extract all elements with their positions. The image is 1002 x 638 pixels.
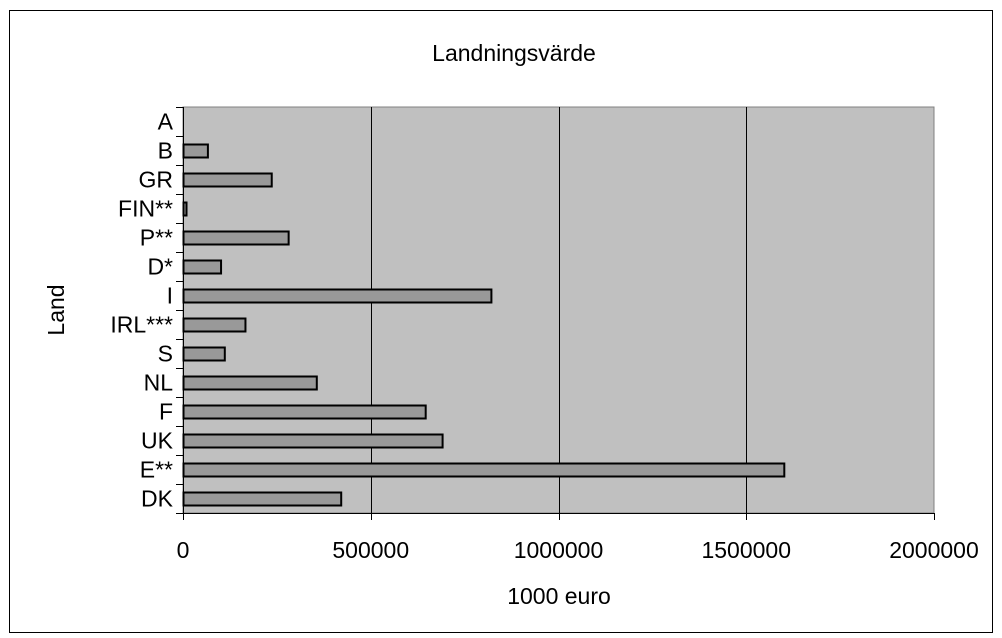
y-tick-label: F: [159, 399, 173, 425]
bars: [182, 143, 786, 507]
y-tick-label: UK: [141, 428, 174, 454]
bar: [182, 317, 247, 333]
y-tick-label: I: [167, 283, 173, 309]
x-tick-labels: 0 500000 1000000 1500000 2000000: [177, 537, 979, 563]
y-tick-label: GR: [139, 167, 174, 193]
y-tick-label: E**: [140, 457, 173, 483]
bar: [182, 346, 226, 362]
x-tick-label: 1500000: [701, 537, 791, 563]
bar: [182, 491, 343, 507]
y-tick-label: P**: [140, 225, 173, 251]
y-tick-label: IRL***: [110, 312, 173, 338]
bar: [182, 259, 223, 275]
y-tick-label: A: [158, 109, 174, 135]
y-tick-label: S: [158, 341, 173, 367]
x-tick-label: 0: [177, 537, 190, 563]
axes: [176, 107, 935, 520]
y-tick-label: B: [158, 138, 173, 164]
bar: [182, 143, 209, 159]
x-tick-label: 2000000: [889, 537, 979, 563]
y-tick-label: DK: [141, 486, 174, 512]
bar: [182, 172, 273, 188]
y-tick-label: D*: [147, 254, 173, 280]
chart-title: Landningsvärde: [432, 40, 596, 66]
y-axis-label: Land: [43, 284, 69, 335]
bar: [182, 288, 493, 304]
bar: [182, 433, 444, 449]
plot-area: [182, 106, 935, 514]
y-tick-labels: DK E** UK F NL S IRL*** I D* P** FIN** GR BA: [110, 109, 173, 512]
bar: [182, 462, 786, 478]
x-tick-label: 1000000: [514, 537, 604, 563]
bar: [182, 404, 427, 420]
x-axis-label: 1000 euro: [507, 583, 611, 609]
y-tick-label: NL: [144, 370, 174, 396]
y-tick-label: FIN**: [118, 196, 173, 222]
bar: [182, 230, 290, 246]
x-tick-label: 500000: [332, 537, 409, 563]
bar: [182, 375, 318, 391]
